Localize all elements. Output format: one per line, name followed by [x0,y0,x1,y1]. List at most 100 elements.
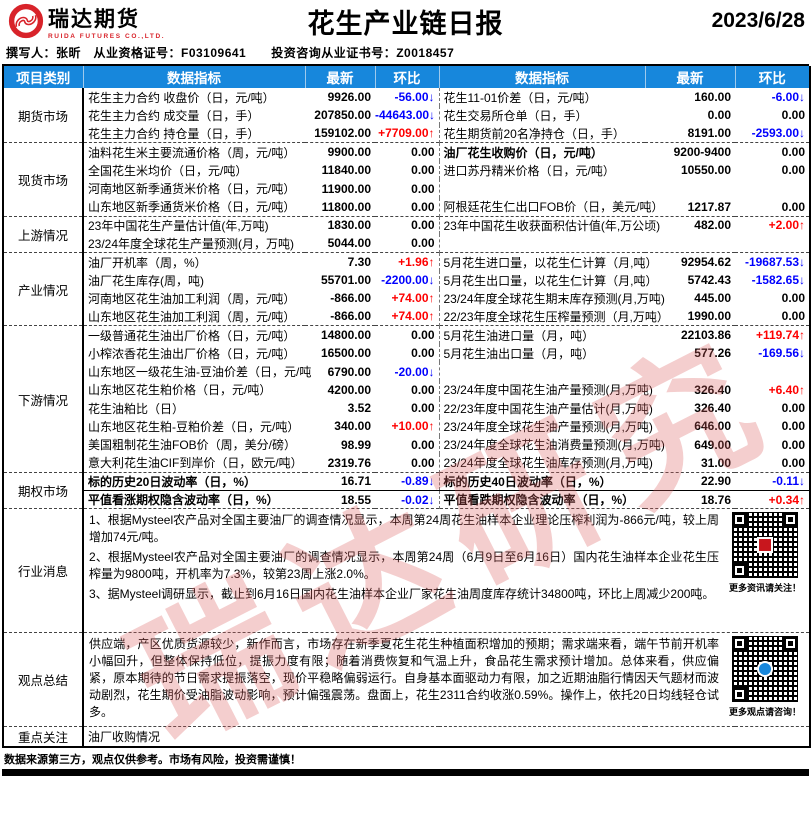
row-label: 油厂花生收购价（日，元/吨） [438,142,645,162]
viewpoint-summary-content: 更多观点请咨询！ 供应端，产区优质货源较少，新作而言，市场存在新季夏花生花生种植… [83,633,810,727]
table-row: 下游情况 一级普通花生油出厂价格（日，元/吨） 14800.00 0.00 5月花生油进… [3,325,810,473]
change-value: +74.00↑ [391,309,435,324]
change-value [735,234,810,252]
change-value: -19687.53↓ [744,255,805,270]
change-value: -20.00↓ [394,364,435,379]
change-value: 0.00 [411,455,435,470]
news-item: 1、根据Mysteel农产品对全国主要油厂的调查情况显示，本周第24周花生油样本… [89,513,719,545]
row-label [438,362,645,381]
row-label: 山东地区花生粕价格（日，元/吨） [88,383,272,398]
latest-value: 159102.00 [314,126,371,141]
table-row: 期权市场 标的历史20日波动率（日，%） 16.71 -0.89↓ 标的历史40日波动率… [3,472,810,509]
disclaimer-text: 数据来源第三方，观点仅供参考。市场有风险，投资需谨慎！ [4,754,301,767]
news-item: 2、根据Mysteel农产品对全国主要油厂的调查情况显示，本周第24周（6月9日… [89,550,719,582]
change-value: +74.00↑ [391,291,435,306]
change-value: -44643.00↓ [375,108,436,123]
bottom-bar [2,769,809,777]
report-table: 项目类别 数据指标 最新 环比 数据指标 最新 环比 期货市场 花生主力合约 收盘… [2,66,811,749]
news-item: 3、据Mysteel调研显示，截止到6月16日国内花生油样本企业厂家花生油周度库… [89,587,715,602]
latest-value: 92954.62 [680,255,731,270]
row-label: 5月花生油进口量（月，吨） [438,325,645,345]
latest-value: 0.00 [707,108,731,123]
company-name: 瑞达期货 RUIDA FUTURES CO.,LTD. [48,3,165,40]
row-label: 一级普通花生油出厂价格（日，元/吨） [88,328,296,343]
latest-value: 5044.00 [327,236,371,251]
section-options: 期权市场 标的历史20日波动率（日，%） 16.71 -0.89↓ 标的历史40日波动率… [3,472,810,509]
category-summary: 观点总结 [3,632,84,727]
latest-value: 16.71 [340,474,371,489]
summary-text: 供应端，产区优质货源较少，新作而言，市场存在新季夏花生花生种植面积增加的预期；需… [89,637,719,720]
change-value: +6.40↑ [768,382,805,397]
col-header-change-right: 环比 [735,66,810,88]
change-value: 0.00 [781,309,805,324]
table-row: 现货市场 油料花生米主要流通价格（周，元/吨） 9900.00 0.00 油厂花生收购价… [3,142,810,217]
latest-value: 22.90 [700,474,731,489]
latest-value: 11900.00 [321,181,371,196]
category-downstream: 下游情况 [3,325,84,473]
latest-value: -866.00 [330,291,371,306]
latest-value: 16500.00 [320,346,371,361]
row-label: 进口苏丹精米价格（日，元/吨） [438,161,645,180]
col-header-change-left: 环比 [375,66,440,88]
latest-value: 7.30 [347,255,371,270]
latest-value: 18.55 [305,490,375,509]
change-value: -2200.00↓ [381,273,435,288]
latest-value: 160.00 [694,90,731,105]
row-label: 平值看跌期权隐含波动率（日，%） [438,490,645,509]
latest-value: 9900.00 [327,145,371,160]
latest-value: 9926.00 [327,90,371,105]
change-value: +1.96↑ [398,255,435,270]
row-label: 油厂开机率（周，%） [88,255,207,270]
change-value: 0.00 [411,401,435,416]
latest-value: 11840.00 [321,163,371,178]
change-value: 0.00 [781,291,805,306]
row-label: 美国粗制花生油FOB价（周，美分/磅） [88,438,297,453]
latest-value [645,234,735,252]
table-row: 山东地区一级花生油-豆油价差（日，元/吨 6790.00 -20.00↓ [3,362,810,381]
row-label: 河南地区花生油加工利润（周，元/吨） [88,291,296,306]
change-value: 0.00 [411,236,435,251]
row-label [438,234,645,253]
row-label: 山东地区花生油加工利润（周，元/吨） [88,309,296,324]
table-header: 项目类别 数据指标 最新 环比 数据指标 最新 环比 [3,66,810,88]
change-value: 0.00 [411,382,435,397]
section-futures: 期货市场 花生主力合约 收盘价（日，元/吨） 9926.00 -56.00↓ 花生11-… [3,88,810,143]
table-row: 上游情况 23年中国花生产量估计值(年,万吨) 1830.00 0.00 23年中国花生… [3,216,810,253]
row-label: 23/24年度中国花生油产量预测(月,万吨) [438,380,653,400]
change-value: +2.00↑ [768,218,805,233]
qr-consult-box: 更多观点请咨询！ [725,636,805,718]
latest-value: 9200-9400 [673,145,731,160]
category-upstream: 上游情况 [3,216,84,253]
qr-code-summary-icon [732,636,798,703]
section-downstream: 下游情况 一级普通花生油出厂价格（日，元/吨） 14800.00 0.00 5月花生油进… [3,325,810,473]
section-spot: 现货市场 油料花生米主要流通价格（周，元/吨） 9900.00 0.00 油厂花生收购价… [3,142,810,217]
latest-value: 482.00 [694,218,731,233]
change-value [735,179,810,197]
change-value: 0.00 [411,346,435,361]
table-row: 花生油粕比（日） 3.52 0.00 22/23年度中国花生油产量估计(月,万吨) 32… [3,399,810,418]
row-label: 阿根廷花生仁出口FOB价（日，美元/吨） [438,197,664,217]
table-row: 23/24年度全球花生产量预测(月，万吨) 5044.00 0.00 [3,234,810,253]
latest-value: 326.40 [694,401,731,416]
col-header-category: 项目类别 [3,66,84,88]
row-label: 平值看涨期权隐含波动率（日，%） [83,490,305,509]
table-row: 山东地区花生油加工利润（周，元/吨） -866.00 +74.00↑ 22/23年度全… [3,307,810,326]
latest-value: 445.00 [694,291,731,306]
row-label: 山东地区一级花生油-豆油价差（日，元/吨 [88,365,312,380]
latest-value: 10550.00 [680,163,731,178]
report-date: 2023/6/28 [711,9,805,32]
latest-value: 340.00 [334,419,371,434]
qr-summary-caption: 更多观点请咨询！ [728,707,801,718]
change-value: 0.00 [411,145,435,160]
change-value: -0.89↓ [401,474,435,489]
change-value: 0.00 [781,163,805,178]
latest-value: 22103.86 [680,328,731,343]
latest-value: 8191.00 [687,126,731,141]
latest-value: 5742.43 [687,273,731,288]
row-label [438,179,645,198]
key-focus-text: 油厂收购情况 [88,730,161,745]
category-options: 期权市场 [3,472,84,509]
change-value: +10.00↑ [391,419,435,434]
row-label: 5月花生出口量，以花生仁计算（月,吨） [438,270,658,290]
latest-value: 577.26 [694,346,731,361]
